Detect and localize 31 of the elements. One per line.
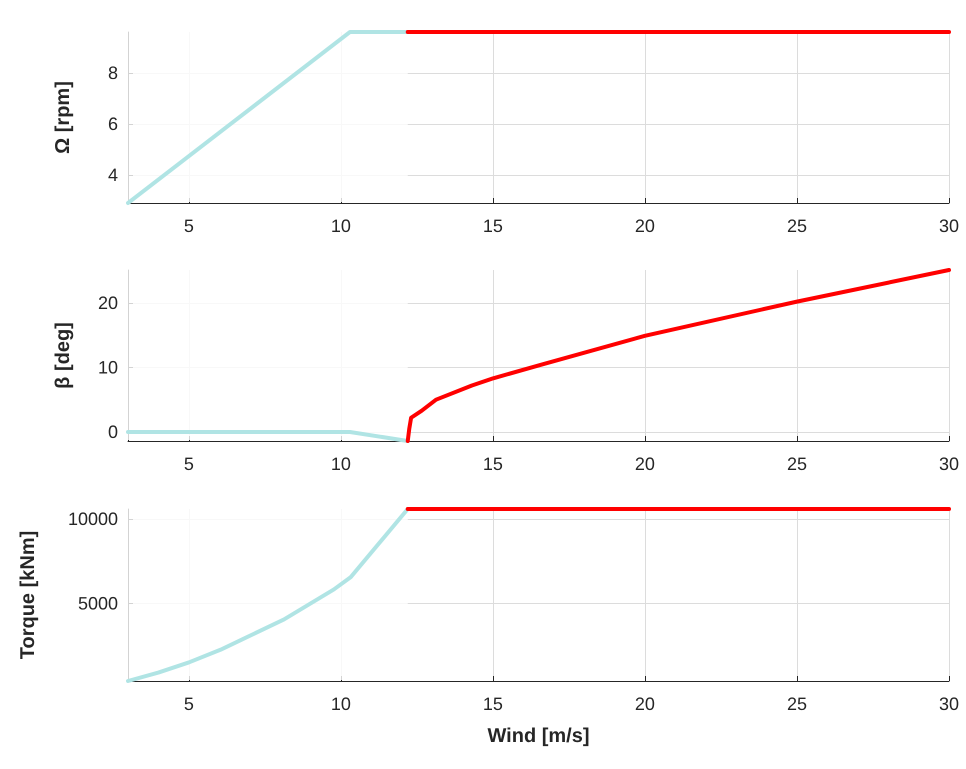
- x-tick-label: 5: [184, 216, 194, 236]
- x-tick-label: 25: [786, 454, 807, 474]
- line-series: [406, 268, 951, 443]
- x-axis-title: Wind [m/s]: [487, 725, 590, 747]
- y-tick-label: 6: [108, 114, 118, 134]
- x-tick-label: 5: [184, 454, 194, 474]
- y-tick-label: 4: [108, 164, 118, 185]
- y-axis-title: Torque [kNm]: [17, 530, 39, 660]
- x-tick-label: 10: [330, 216, 351, 236]
- x-tick-label: 30: [938, 454, 960, 474]
- y-tick-label: 0: [108, 422, 118, 442]
- x-tick-label: 30: [938, 694, 960, 714]
- x-tick-label: 30: [938, 216, 960, 236]
- x-tick-label: 10: [330, 694, 351, 714]
- x-tick-label: 25: [786, 694, 807, 714]
- y-tick-label: 10000: [68, 509, 118, 530]
- y-axis-title: β [deg]: [52, 322, 74, 389]
- x-tick-label: 20: [634, 454, 655, 474]
- y-tick-label: 20: [98, 292, 118, 313]
- x-tick-label: 15: [482, 216, 503, 236]
- x-tick-label: 20: [634, 694, 655, 714]
- y-tick-label: 5000: [78, 593, 118, 614]
- x-tick-label: 15: [482, 454, 503, 474]
- y-tick-label: 8: [108, 62, 118, 83]
- x-tick-label: 5: [184, 694, 194, 714]
- y-tick-label: 10: [98, 357, 118, 378]
- y-axis-title: Ω [rpm]: [52, 81, 74, 154]
- x-tick-label: 10: [330, 454, 351, 474]
- x-tick-label: 25: [786, 216, 807, 236]
- x-tick-label: 15: [482, 694, 503, 714]
- x-tick-label: 20: [634, 216, 655, 236]
